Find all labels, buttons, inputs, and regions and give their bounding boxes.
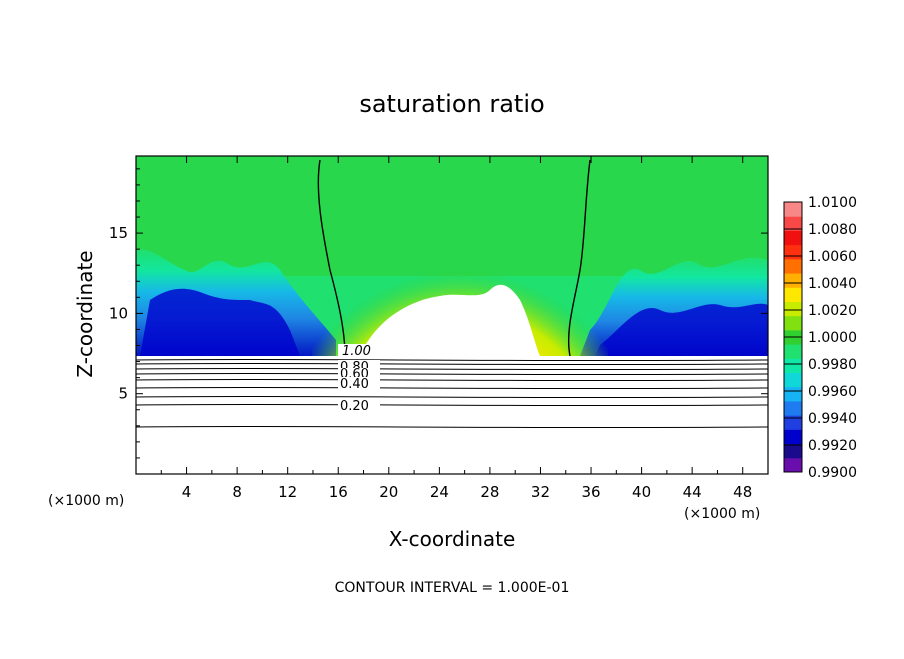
- x-axis-ticks: 4 8 12 16 20 24 28 32 36 40 44 48: [160, 156, 752, 501]
- contour-line-2: [136, 362, 768, 366]
- heatmap-field: [136, 156, 768, 474]
- contour-label-bg-3: [338, 368, 380, 379]
- colorbar-segment: [784, 216, 802, 231]
- contour-label-bg-5: [338, 398, 380, 411]
- contour-labels: 1.00 0.80 0.60 0.40 0.20: [338, 344, 380, 414]
- colorbar-segment: [784, 258, 802, 274]
- x-tick-label: 44: [683, 483, 702, 501]
- colorbar-segment: [784, 429, 802, 445]
- x-tick-label: 16: [329, 483, 348, 501]
- contour-line-3: [136, 367, 768, 371]
- colorbar-segment: [784, 244, 802, 260]
- colorbar-tick-label: 1.0060: [808, 249, 857, 265]
- colorbar-tick-label: 1.0080: [808, 222, 857, 238]
- lower-layer: [136, 356, 768, 474]
- colorbar-tick-label: 0.9960: [808, 384, 857, 400]
- contour-line-7: [136, 395, 768, 399]
- contour-interval-note: CONTOUR INTERVAL = 1.000E-01: [335, 580, 570, 596]
- x-axis-title: X-coordinate: [389, 527, 516, 551]
- colorbar-segment: [784, 372, 802, 388]
- colorbar: 1.0100 1.0080 1.0060 1.0040 1.0020 1.0000 0.99…: [783, 195, 857, 481]
- colorbar-segment: [784, 358, 802, 374]
- y-tick-label: 15: [109, 224, 128, 242]
- colorbar-segment: [784, 315, 802, 331]
- contour-label-4: 0.40: [340, 377, 369, 392]
- colorbar-tick-label: 1.0000: [808, 330, 857, 346]
- colorbar-segment: [784, 230, 802, 246]
- colorbar-tick-label: 0.9920: [808, 438, 857, 454]
- contour-label-bg-4: [338, 377, 380, 389]
- colorbar-segment: [784, 400, 802, 416]
- colorbar-segment: [784, 443, 802, 459]
- colorbar-tick-label: 1.0040: [808, 276, 857, 292]
- colorbar-segment: [784, 287, 802, 302]
- x-tick-label: 12: [278, 483, 297, 501]
- colorbar-segment: [784, 202, 802, 217]
- x-tick-label: 32: [531, 483, 550, 501]
- x-tick-label: 28: [480, 483, 499, 501]
- contour-line-9: [136, 425, 768, 429]
- y-axis-ticks: 5 10 15: [109, 168, 768, 459]
- chart-title: saturation ratio: [359, 90, 544, 118]
- y-tick-label: 10: [109, 304, 128, 322]
- colorbar-tick-label: 0.9980: [808, 357, 857, 373]
- contour-label-1: 1.00: [342, 344, 371, 359]
- x-tick-label: 36: [581, 483, 600, 501]
- colorbar-tick-label: 1.0020: [808, 303, 857, 319]
- colorbar-tick-label: 1.0100: [808, 195, 857, 211]
- colorbar-segment: [784, 344, 802, 359]
- colorbar-segment: [784, 386, 802, 402]
- x-tick-label: 40: [632, 483, 651, 501]
- contour-line-right: [567, 159, 591, 357]
- undersaturated-core: [360, 284, 540, 356]
- colorbar-tick-label: 0.9940: [808, 411, 857, 427]
- contour-line-1: [136, 358, 768, 362]
- left-low-core: [140, 288, 300, 356]
- colorbar-segment: [784, 301, 802, 317]
- contour-line-5: [136, 378, 768, 382]
- y-axis-title: Z-coordinate: [73, 250, 97, 377]
- x-tick-label: 20: [379, 483, 398, 501]
- x-tick-label: 8: [232, 483, 242, 501]
- colorbar-tick-label: 0.9900: [808, 465, 857, 481]
- x-unit-left: (×1000 m): [48, 493, 124, 509]
- contour-line-left: [317, 159, 346, 357]
- colorbar-segment: [784, 415, 802, 430]
- x-unit-right: (×1000 m): [684, 506, 760, 522]
- x-tick-label: 48: [733, 483, 752, 501]
- contour-line-6: [136, 386, 768, 390]
- contour-line-8: [136, 403, 768, 407]
- contour-label-5: 0.20: [340, 399, 369, 414]
- plot-frame: [135, 155, 769, 475]
- colorbar-segment: [784, 457, 802, 473]
- colorbar-segment: [784, 273, 802, 288]
- right-low-core: [595, 303, 768, 356]
- contour-line-4: [136, 372, 768, 376]
- x-tick-label: 4: [182, 483, 192, 501]
- contour-label-bg-1: [338, 344, 380, 356]
- x-tick-label: 24: [430, 483, 449, 501]
- y-tick-label: 5: [118, 385, 128, 403]
